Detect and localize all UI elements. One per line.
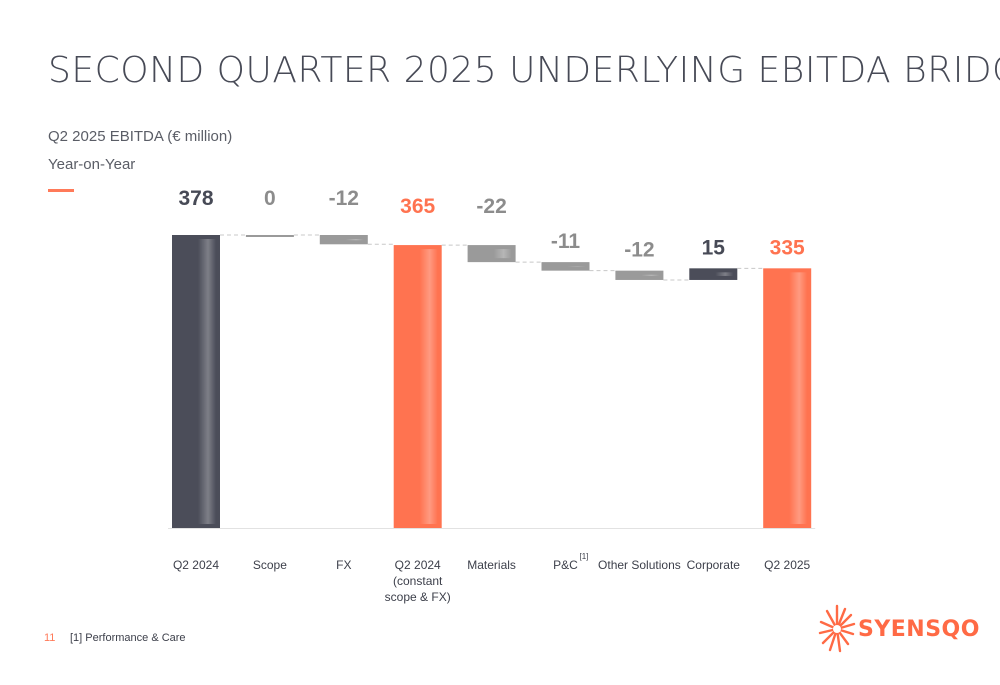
value-label-2: -12	[329, 187, 359, 210]
accent-rule	[48, 189, 74, 192]
category-label-0: Q2 2024	[173, 558, 219, 572]
syensqo-mark-icon	[818, 604, 856, 653]
page-number: 11	[44, 632, 56, 644]
value-label-7: 15	[702, 236, 726, 259]
value-label-5: -11	[551, 230, 581, 253]
category-label-1: Scope	[253, 558, 287, 572]
category-footnote-5: [1]	[580, 552, 589, 561]
bar-1	[245, 235, 294, 237]
value-label-8: 335	[770, 236, 805, 259]
brand-name: SYENSQO	[858, 617, 980, 642]
value-label-0: 378	[178, 187, 213, 210]
category-label-4: Materials	[467, 558, 516, 572]
bar-sheen-8	[767, 272, 808, 524]
bar-sheen-5	[545, 266, 586, 267]
brand-logo: SYENSQO	[818, 600, 980, 658]
category-label-8: Q2 2025	[764, 558, 810, 572]
category-label-6: Other Solutions	[598, 558, 681, 572]
bar-sheen-3	[397, 249, 438, 524]
value-label-3: 365	[400, 195, 435, 218]
bar-sheen-7	[693, 272, 734, 276]
value-label-4: -22	[476, 195, 506, 218]
bar-sheen-6	[619, 274, 660, 276]
category-label-3: Q2 2024 (constant scope & FX)	[385, 558, 451, 604]
category-label-7: Corporate	[687, 558, 741, 572]
bar-sheen-2	[323, 239, 364, 241]
category-label-5: P&C	[553, 558, 578, 572]
bar-sheen-0	[176, 239, 216, 524]
value-label-1: 0	[264, 187, 276, 210]
value-label-6: -12	[624, 239, 654, 262]
category-label-2: FX	[336, 558, 351, 572]
page-title: SECOND QUARTER 2025 UNDERLYING EBITDA BR…	[48, 50, 1000, 91]
chart-comparison-label: Year-on-Year	[48, 156, 136, 173]
bar-sheen-4	[471, 249, 512, 259]
chart-subtitle: Q2 2025 EBITDA (€ million)	[48, 128, 233, 145]
footnote: [1] Performance & Care	[70, 632, 186, 644]
